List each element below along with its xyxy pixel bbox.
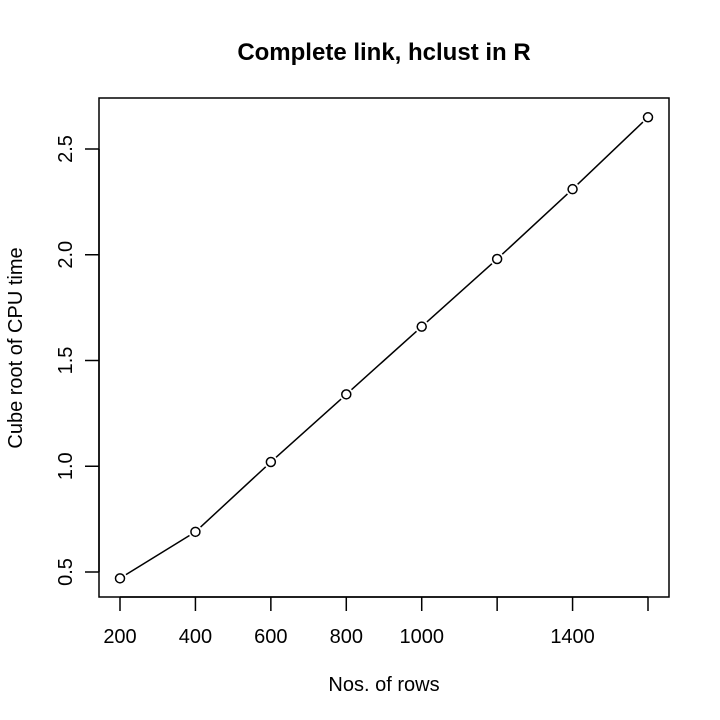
- data-point: [114, 573, 126, 584]
- x-tick-label: 1400: [550, 626, 595, 648]
- data-point: [642, 112, 654, 123]
- series-segment: [501, 193, 568, 255]
- data-point: [341, 389, 352, 400]
- data-point: [416, 321, 427, 332]
- y-axis-label: Cube root of CPU time: [5, 247, 27, 448]
- x-tick-label: 400: [179, 626, 212, 648]
- y-axis: 0.5 1.0 1.5 2.0 2.5: [55, 135, 100, 586]
- series-segment: [350, 330, 418, 391]
- series-segment: [125, 534, 190, 576]
- chart-title: Complete link, hclust in R: [237, 39, 530, 66]
- data-point: [491, 253, 503, 265]
- series-segment: [577, 121, 644, 185]
- y-tick-label: 0.5: [55, 558, 77, 586]
- y-tick-label: 1.0: [55, 452, 77, 480]
- series-group: [114, 112, 654, 584]
- data-point: [265, 456, 277, 468]
- x-tick-label: 200: [103, 626, 136, 648]
- series-segment: [426, 263, 493, 323]
- plot-frame: [98, 97, 670, 598]
- x-tick-label: 800: [330, 626, 363, 648]
- y-tick-label: 2.0: [55, 241, 77, 269]
- x-axis-label: Nos. of rows: [328, 674, 439, 696]
- series-segment: [275, 398, 342, 458]
- y-tick-label: 2.5: [55, 135, 77, 163]
- data-point: [190, 526, 201, 538]
- data-point: [567, 183, 578, 195]
- x-tick-label: 600: [254, 626, 287, 648]
- x-tick-label: 1000: [399, 626, 444, 648]
- y-tick-label: 1.5: [55, 347, 77, 375]
- series-segment: [200, 466, 267, 528]
- x-axis: 200 400 600 800 1000 1400: [103, 596, 649, 648]
